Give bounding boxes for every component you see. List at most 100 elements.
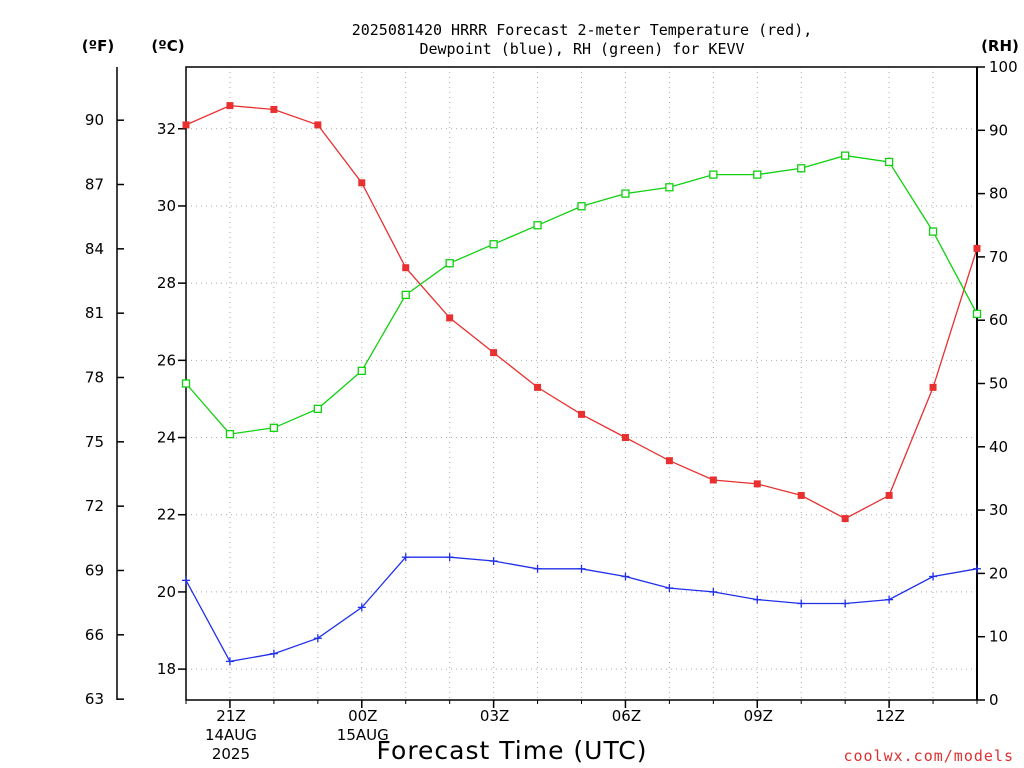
temperature-point [270,105,278,113]
temperature-point [534,383,542,391]
temperature-point [621,434,629,442]
celsius-tick-label: 30 [157,197,176,215]
rh-point [313,404,322,413]
fahrenheit-tick-label: 75 [85,433,104,451]
temperature-point [665,457,673,465]
temperature-point [709,476,717,484]
celsius-tick-label: 26 [157,351,176,369]
dewpoint-point [313,634,322,643]
rh-point [533,221,542,230]
temperature-point [885,491,893,499]
x-axis-label: Forecast Time (UTC) [377,736,648,765]
fahrenheit-tick-label: 72 [85,497,104,515]
time-tick-label: 00Z [348,707,377,725]
rh-point [445,259,454,268]
time-tick-label: 09Z [744,707,773,725]
rh-tick-label: 40 [989,438,1008,456]
temperature-point [753,480,761,488]
chart-title-line-2: Dewpoint (blue), RH (green) for KEVV [419,40,744,58]
temperature-point [182,121,190,129]
dewpoint-point [929,572,938,581]
dewpoint-point [797,599,806,608]
rh-point [884,157,894,167]
plot-frame [185,66,978,701]
fahrenheit-unit-label: (ºF) [82,37,114,55]
fahrenheit-tick-label: 81 [85,304,104,322]
rh-tick-label: 50 [989,375,1008,393]
data-series [181,102,982,666]
fahrenheit-tick-label: 87 [85,176,104,194]
rh-unit-label: (RH) [981,37,1019,55]
chart-title-line-1: 2025081420 HRRR Forecast 2-meter Tempera… [352,21,813,39]
time-tick-label: 14AUG [205,726,257,744]
celsius-tick-label: 20 [157,583,176,601]
celsius-tick-label: 28 [157,274,176,292]
fahrenheit-tick-label: 69 [85,561,104,579]
rh-tick-label: 70 [989,248,1008,266]
rh-tick-label: 20 [989,564,1008,582]
rh-tick-label: 30 [989,501,1008,519]
dewpoint-point [621,572,630,581]
rh-point [797,164,806,173]
temperature-point [578,410,585,418]
fahrenheit-tick-label: 66 [85,626,104,644]
temperature-point [446,314,454,322]
dewpoint-point [885,595,894,604]
time-tick-label: 15AUG [337,726,389,744]
rh-point [841,151,850,160]
temperature-point [226,102,234,110]
dewpoint-point [401,553,410,562]
fahrenheit-tick-label: 78 [85,368,104,386]
time-tick-label: 21Z [216,707,245,725]
rh-point [489,240,498,249]
rh-point [357,366,366,375]
temperature-point [841,515,849,523]
temperature-point [358,179,366,187]
tick-labels: 18 20 22 24 26 28 30 32 63 66 69 72 75 78 81 84 87 90 0 10 2… [85,58,1018,763]
celsius-tick-label: 24 [157,429,176,447]
fahrenheit-tick-label: 63 [85,690,104,708]
dewpoint-point [577,564,586,573]
credit-text: coolwx.com/models [843,747,1014,765]
rh-point [928,227,938,236]
rh-point [665,183,674,192]
dewpoint-point [489,557,498,566]
dewpoint-point [269,649,278,658]
celsius-unit-label: (ºC) [151,37,184,55]
rh-tick-label: 60 [989,311,1008,329]
temperature-point [973,244,981,252]
dewpoint-point [533,564,542,573]
rh-tick-label: 10 [989,628,1008,646]
rh-point [577,202,586,211]
time-tick-label: 03Z [480,707,509,725]
rh-tick-label: 0 [989,691,999,709]
dewpoint-point [445,553,454,562]
temperature-point [314,121,322,129]
dewpoint-point [841,599,850,608]
temperature-point [929,383,937,391]
temperature-point [797,491,805,499]
temperature-point [402,264,410,272]
rh-point [269,423,279,432]
fahrenheit-tick-label: 90 [85,111,104,129]
celsius-tick-label: 32 [157,120,176,138]
time-tick-label: 2025 [212,745,250,763]
rh-point [621,189,630,198]
rh-point [709,170,718,179]
rh-point [181,379,191,388]
dewpoint-point [709,587,718,596]
rh-point [401,290,410,300]
dewpoint-point [182,576,190,585]
dewpoint-point [665,584,674,593]
dewpoint-point [753,595,762,604]
celsius-tick-label: 18 [157,660,176,678]
rh-tick-label: 90 [989,121,1008,139]
temperature-point [490,349,498,357]
rh-tick-label: 80 [989,185,1008,203]
axes [116,66,985,708]
time-tick-label: 06Z [612,707,641,725]
rh-point [753,170,762,179]
rh-point [225,429,235,439]
fahrenheit-tick-label: 84 [85,240,104,258]
